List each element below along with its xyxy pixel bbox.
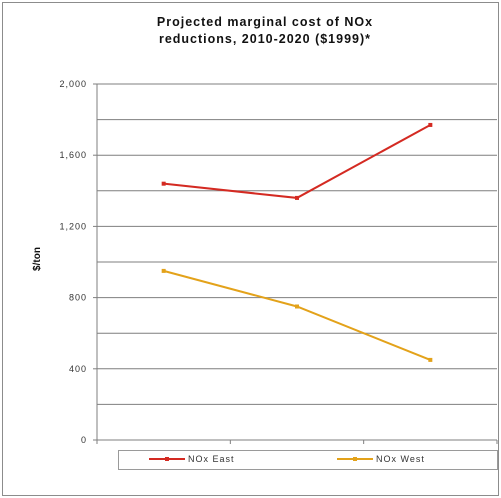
y-tick-label: 1,200 (59, 221, 87, 231)
data-point (161, 181, 166, 186)
legend-item-nox-west: NOx West (337, 454, 425, 464)
data-point (295, 304, 299, 309)
y-axis-label: $/ton (32, 247, 43, 271)
data-point (428, 122, 433, 127)
y-tick-label: 2,000 (59, 79, 87, 89)
y-tick-label: 0 (81, 435, 87, 445)
chart-legend: NOx East NOx West (118, 450, 498, 470)
y-tick-label: 400 (69, 364, 87, 374)
data-point (428, 357, 433, 362)
y-tick-label: 1,600 (59, 150, 87, 160)
series-line-1 (163, 269, 431, 361)
legend-swatch-nox-east (149, 454, 185, 464)
chart-title-line-2: reductions, 2010-2020 ($1999)* (158, 32, 372, 46)
chart-title-line-1: Projected marginal cost of NOx (156, 15, 374, 29)
series-line-0 (163, 124, 431, 199)
y-tick-label: 800 (69, 293, 87, 303)
data-point (161, 268, 166, 273)
chart-title: Projected marginal cost of NOx reduction… (70, 14, 460, 48)
legend-item-nox-east: NOx East (149, 454, 235, 464)
legend-swatch-nox-west (337, 454, 373, 464)
legend-label-nox-east: NOx East (188, 454, 235, 464)
data-point (295, 195, 299, 200)
legend-label-nox-west: NOx West (376, 454, 425, 464)
